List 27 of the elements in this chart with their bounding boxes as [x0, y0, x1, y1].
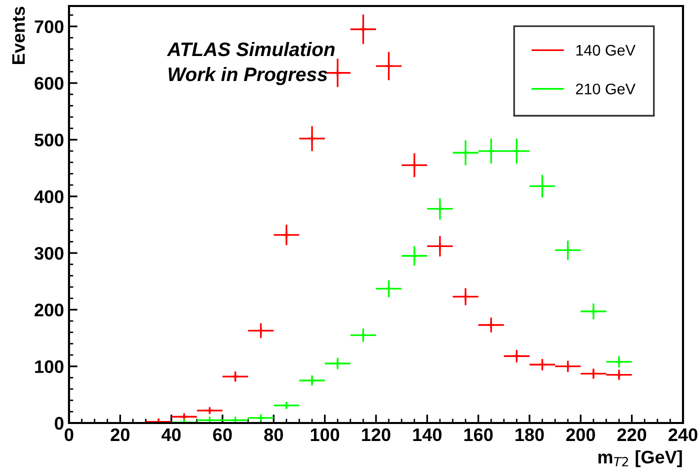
x-tick-label: 120: [362, 428, 390, 442]
y-axis-title: Events: [12, 6, 25, 64]
x-tick-label: 40: [162, 428, 181, 442]
x-tick-label: 60: [213, 428, 232, 442]
y-tick-label: 100: [35, 360, 64, 374]
x-tick-label: 100: [310, 428, 340, 442]
x-tick-label: 20: [110, 428, 130, 442]
legend-label: 140 GeV: [576, 44, 636, 56]
y-tick-label: 200: [34, 304, 64, 316]
y-tick-label: 500: [34, 134, 64, 146]
x-tick-label: 0: [64, 428, 74, 442]
y-tick-label: 600: [34, 76, 64, 90]
x-tick-label: 200: [566, 428, 595, 442]
x-tick-label: 80: [264, 428, 283, 442]
x-tick-label: 140: [413, 428, 442, 442]
y-tick-label: 300: [34, 246, 64, 260]
annotation: Work in Progress: [168, 66, 328, 86]
x-tick-label: 240: [668, 428, 698, 442]
legend-label: 210 GeV: [576, 84, 636, 94]
y-tick-label: 700: [34, 20, 64, 34]
x-tick-label: 220: [617, 428, 646, 442]
y-tick-label: 400: [34, 190, 64, 204]
x-axis-title: m$_{T2}$ [GeV]: [598, 450, 682, 468]
x-tick-label: 180: [516, 428, 544, 442]
annotation: ATLAS Simulation: [166, 42, 335, 56]
x-tick-label: 160: [464, 428, 493, 442]
y-tick-label: 0: [54, 416, 64, 430]
